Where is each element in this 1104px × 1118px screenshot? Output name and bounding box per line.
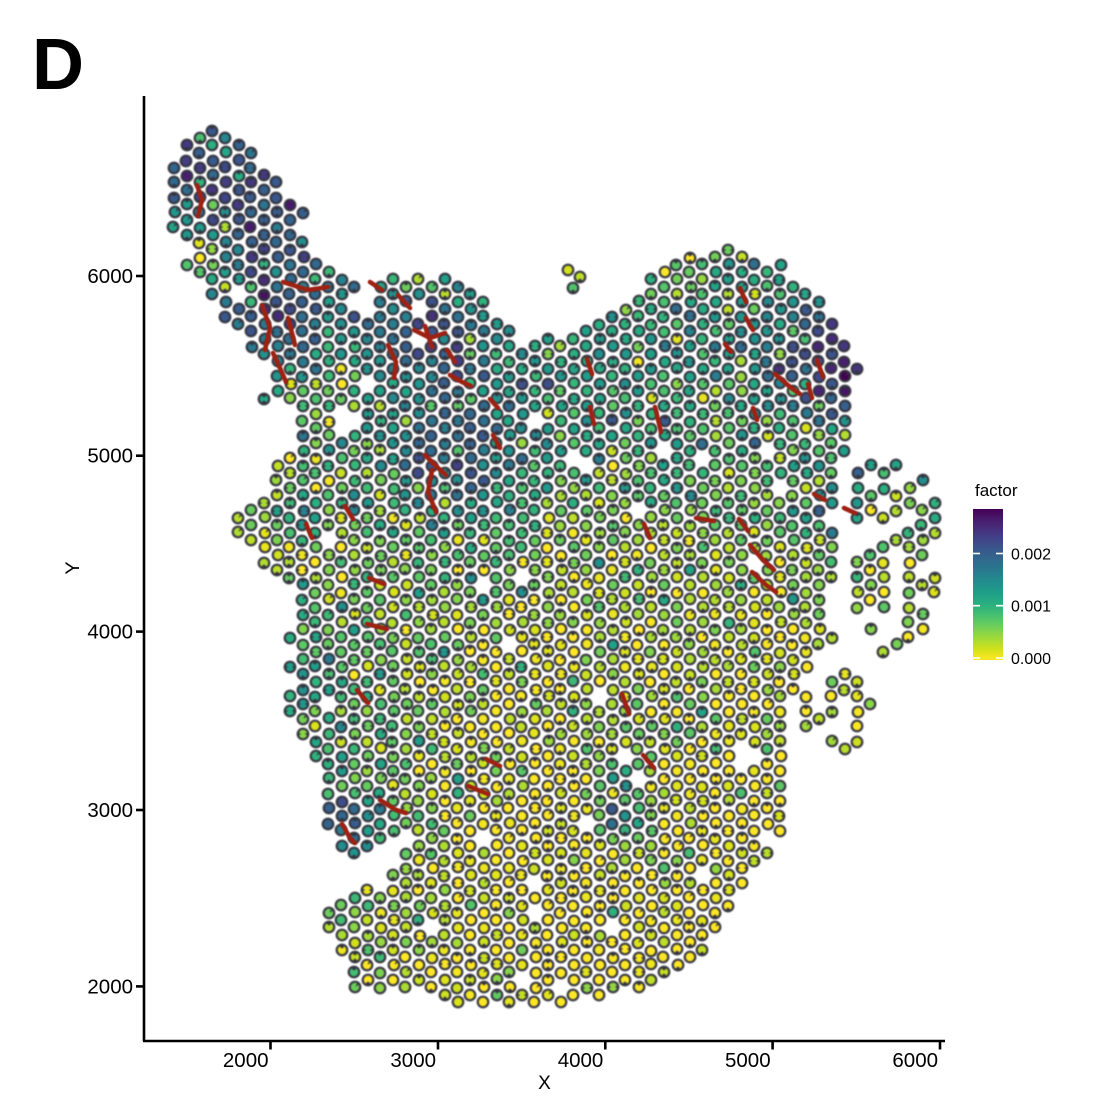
svg-text:2000: 2000 [223, 1049, 269, 1072]
svg-text:0.000: 0.000 [1011, 651, 1051, 668]
svg-text:6000: 6000 [892, 1049, 938, 1072]
svg-text:X: X [538, 1073, 551, 1094]
svg-text:5000: 5000 [87, 445, 133, 468]
svg-text:3000: 3000 [390, 1049, 436, 1072]
svg-text:4000: 4000 [87, 621, 133, 644]
svg-text:5000: 5000 [725, 1049, 771, 1072]
svg-text:3000: 3000 [87, 799, 133, 822]
svg-text:4000: 4000 [558, 1049, 604, 1072]
svg-text:factor: factor [975, 481, 1018, 500]
svg-text:0.001: 0.001 [1011, 599, 1051, 616]
svg-text:0.002: 0.002 [1011, 547, 1051, 564]
svg-text:D: D [32, 25, 84, 105]
svg-text:2000: 2000 [87, 975, 133, 998]
svg-text:Y: Y [62, 561, 84, 574]
svg-text:6000: 6000 [87, 265, 133, 288]
